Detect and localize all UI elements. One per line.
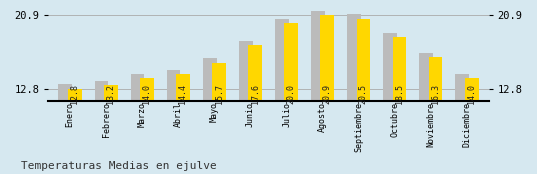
Bar	[248, 45, 262, 174]
Text: 15.7: 15.7	[215, 84, 223, 104]
Text: 12.8: 12.8	[70, 84, 79, 104]
Text: 16.3: 16.3	[431, 84, 440, 104]
Bar	[465, 78, 478, 174]
Bar	[311, 11, 325, 174]
Bar	[212, 63, 226, 174]
Bar	[275, 19, 289, 174]
Text: 20.5: 20.5	[359, 84, 368, 104]
Bar	[59, 85, 72, 174]
Bar	[176, 74, 190, 174]
Text: 17.6: 17.6	[251, 84, 260, 104]
Bar	[429, 57, 442, 174]
Bar	[383, 33, 397, 174]
Text: 14.0: 14.0	[467, 84, 476, 104]
Text: 14.0: 14.0	[142, 84, 151, 104]
Text: Temperaturas Medias en ejulve: Temperaturas Medias en ejulve	[21, 161, 217, 171]
Bar	[203, 58, 216, 174]
Bar	[68, 89, 82, 174]
Text: 14.4: 14.4	[178, 84, 187, 104]
Bar	[95, 81, 108, 174]
Bar	[321, 15, 334, 174]
Bar	[419, 53, 433, 174]
Text: 20.9: 20.9	[323, 84, 332, 104]
Text: 18.5: 18.5	[395, 84, 404, 104]
Text: 20.0: 20.0	[287, 84, 296, 104]
Bar	[393, 37, 407, 174]
Bar	[347, 14, 361, 174]
Bar	[357, 19, 371, 174]
Bar	[140, 78, 154, 174]
Bar	[130, 74, 144, 174]
Bar	[166, 70, 180, 174]
Bar	[285, 23, 298, 174]
Bar	[455, 74, 469, 174]
Bar	[104, 85, 118, 174]
Bar	[239, 41, 252, 174]
Text: 13.2: 13.2	[106, 84, 115, 104]
